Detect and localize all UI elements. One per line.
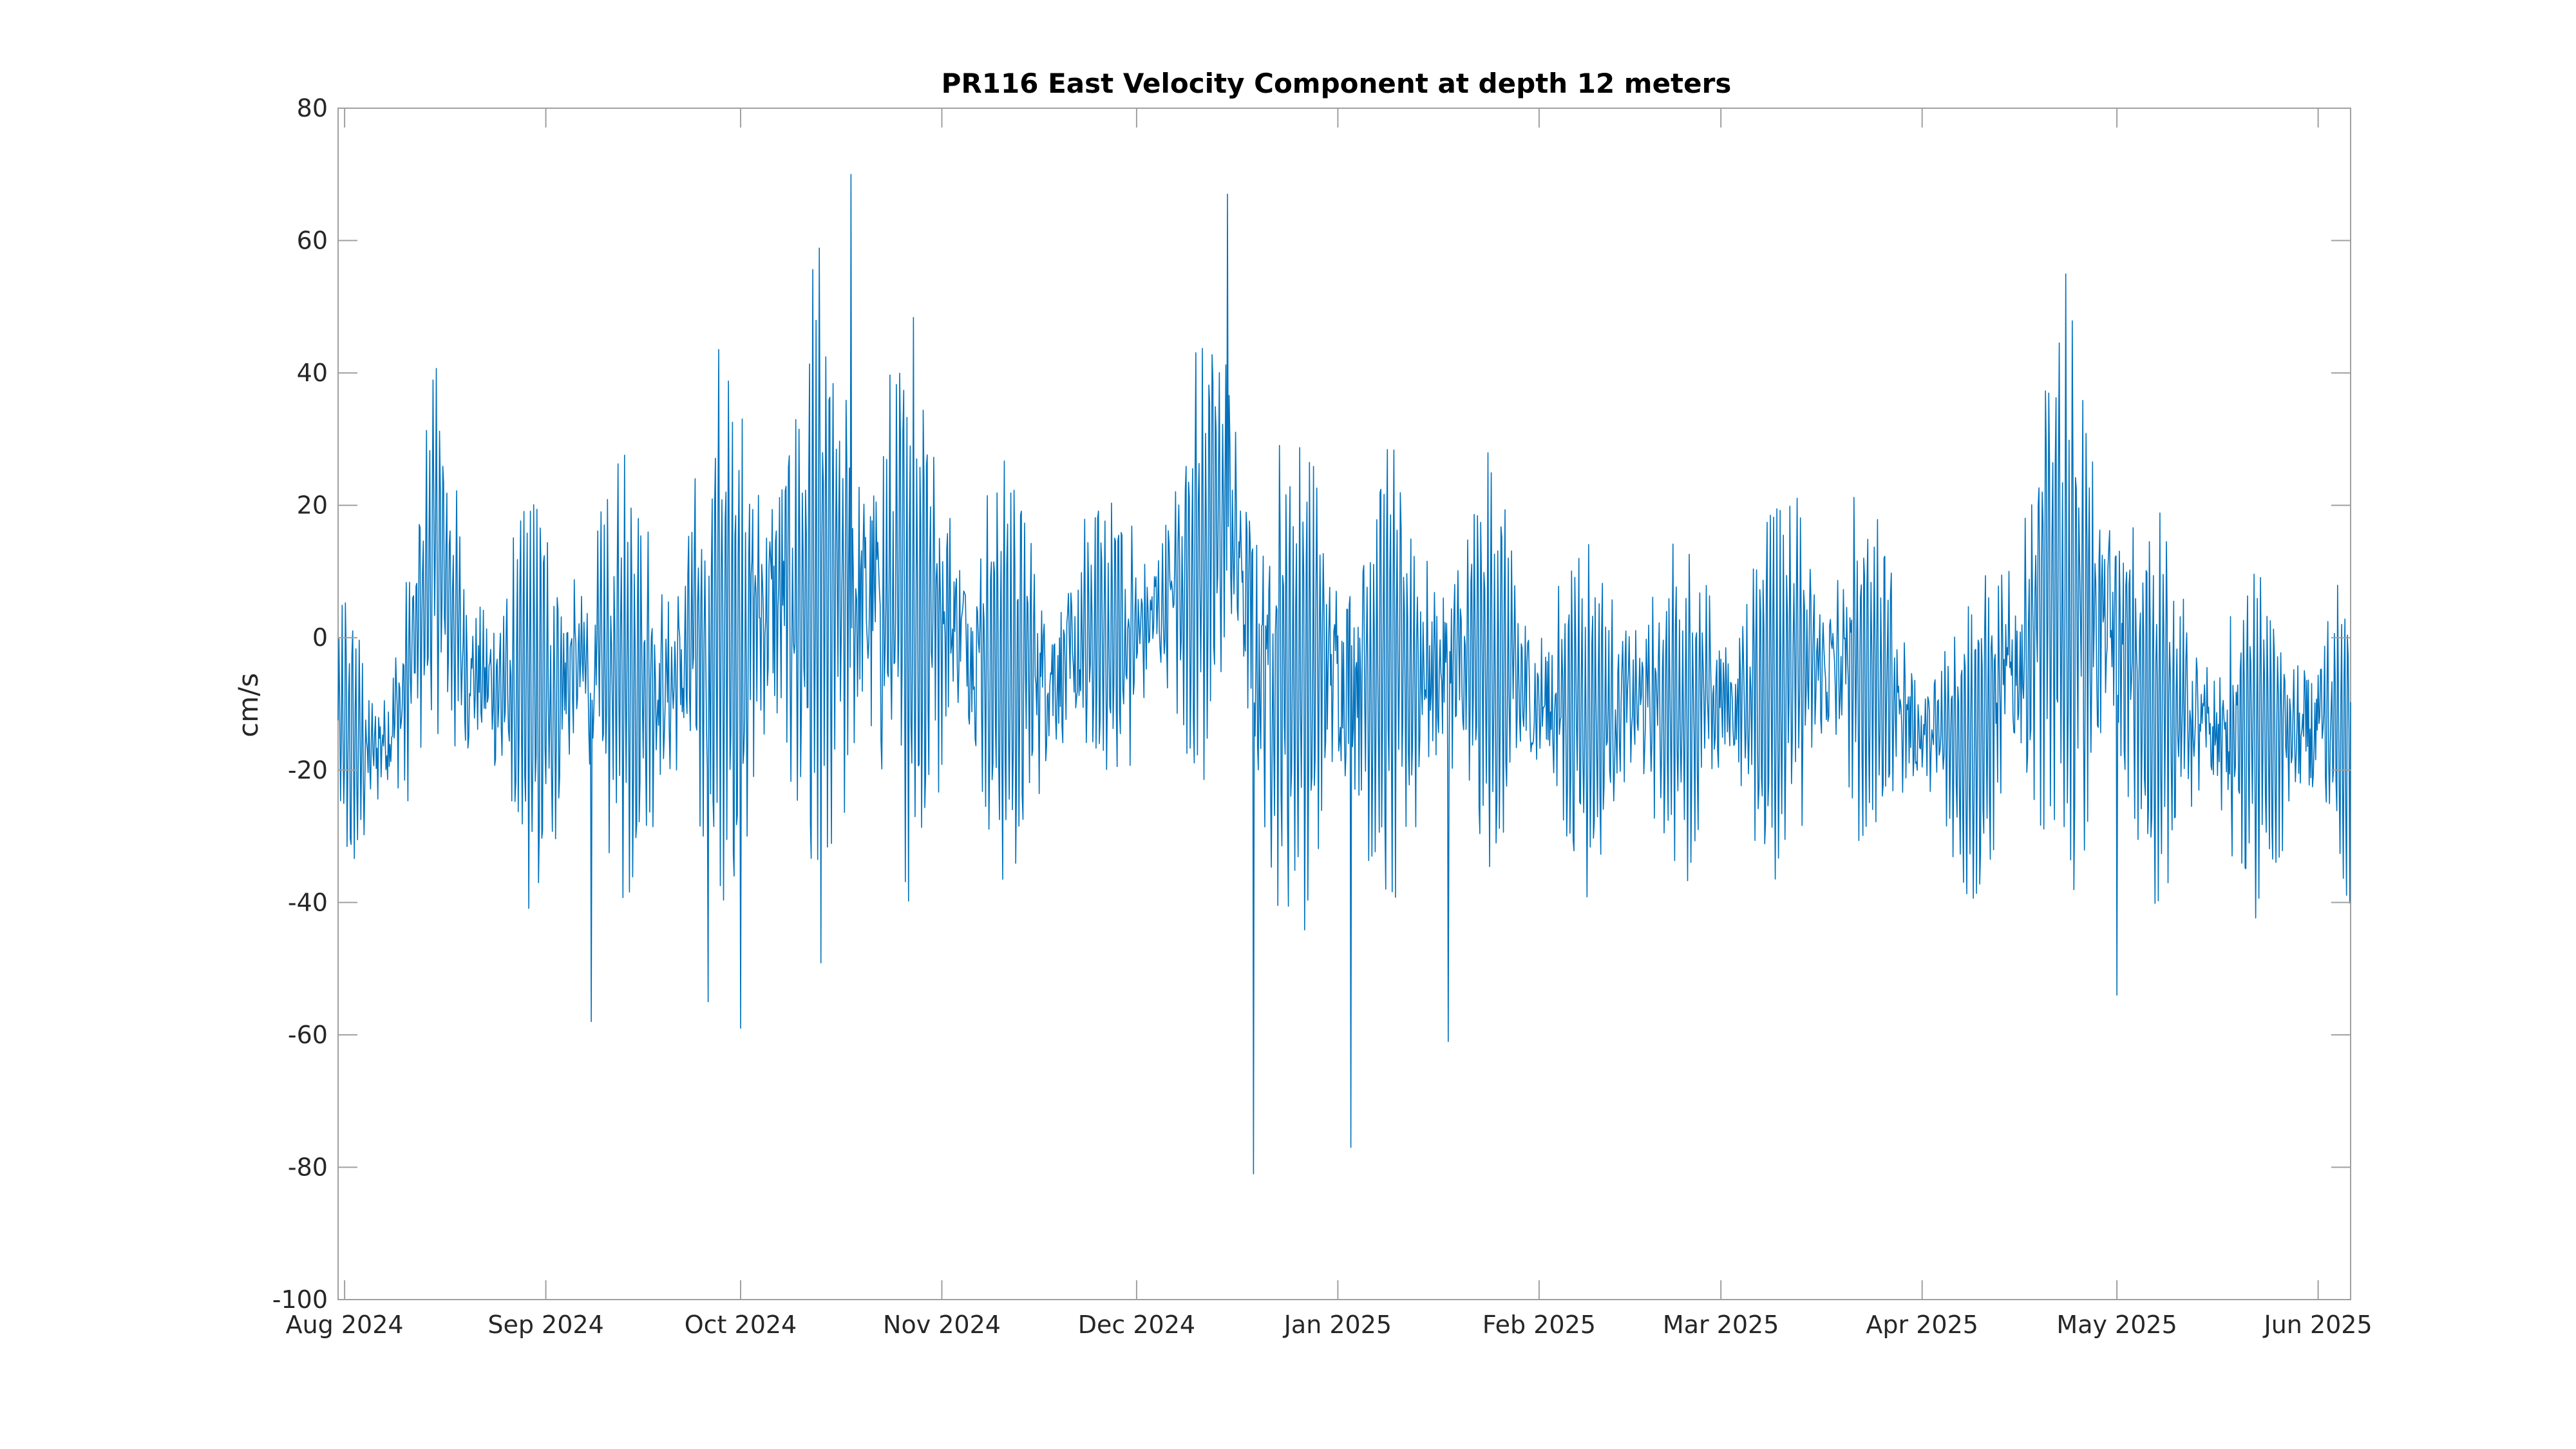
y-tick-label: -100 bbox=[272, 1285, 328, 1314]
y-tick-label: 0 bbox=[312, 623, 328, 652]
y-tick-label: 80 bbox=[297, 94, 328, 122]
x-tick-label: Oct 2024 bbox=[685, 1311, 797, 1339]
x-tick-label: Mar 2025 bbox=[1663, 1311, 1779, 1339]
y-axis-label: cm/s bbox=[232, 673, 264, 737]
x-tick-label: Aug 2024 bbox=[286, 1311, 404, 1339]
y-tick-label: 40 bbox=[297, 359, 328, 387]
x-tick-label: Sep 2024 bbox=[488, 1311, 603, 1339]
x-tick-label: May 2025 bbox=[2056, 1311, 2177, 1339]
x-tick-label: Jun 2025 bbox=[2263, 1311, 2372, 1339]
x-tick-label: Jan 2025 bbox=[1283, 1311, 1392, 1339]
x-tick-label: Nov 2024 bbox=[883, 1311, 1001, 1339]
y-tick-label: -40 bbox=[288, 888, 328, 916]
series-line bbox=[337, 174, 2351, 1175]
y-tick-label: -20 bbox=[288, 756, 328, 784]
y-tick-label: -80 bbox=[288, 1153, 328, 1181]
x-tick-label: Feb 2025 bbox=[1482, 1311, 1596, 1339]
x-axis-ticks: Aug 2024 Sep 2024 Oct 2024 Nov 2024 Dec 2024… bbox=[286, 108, 2372, 1339]
x-tick-label: Apr 2025 bbox=[1866, 1311, 1978, 1339]
chart-title: PR116 East Velocity Component at depth 1… bbox=[942, 68, 1732, 99]
y-tick-label: -60 bbox=[288, 1021, 328, 1049]
x-tick-label: Dec 2024 bbox=[1078, 1311, 1195, 1339]
y-tick-label: 60 bbox=[297, 227, 328, 255]
y-axis-ticks: -100 -80 -60 -40 -20 0 20 40 60 80 bbox=[272, 94, 2351, 1314]
y-tick-label: 20 bbox=[297, 491, 328, 520]
plot-area bbox=[337, 108, 2351, 1300]
